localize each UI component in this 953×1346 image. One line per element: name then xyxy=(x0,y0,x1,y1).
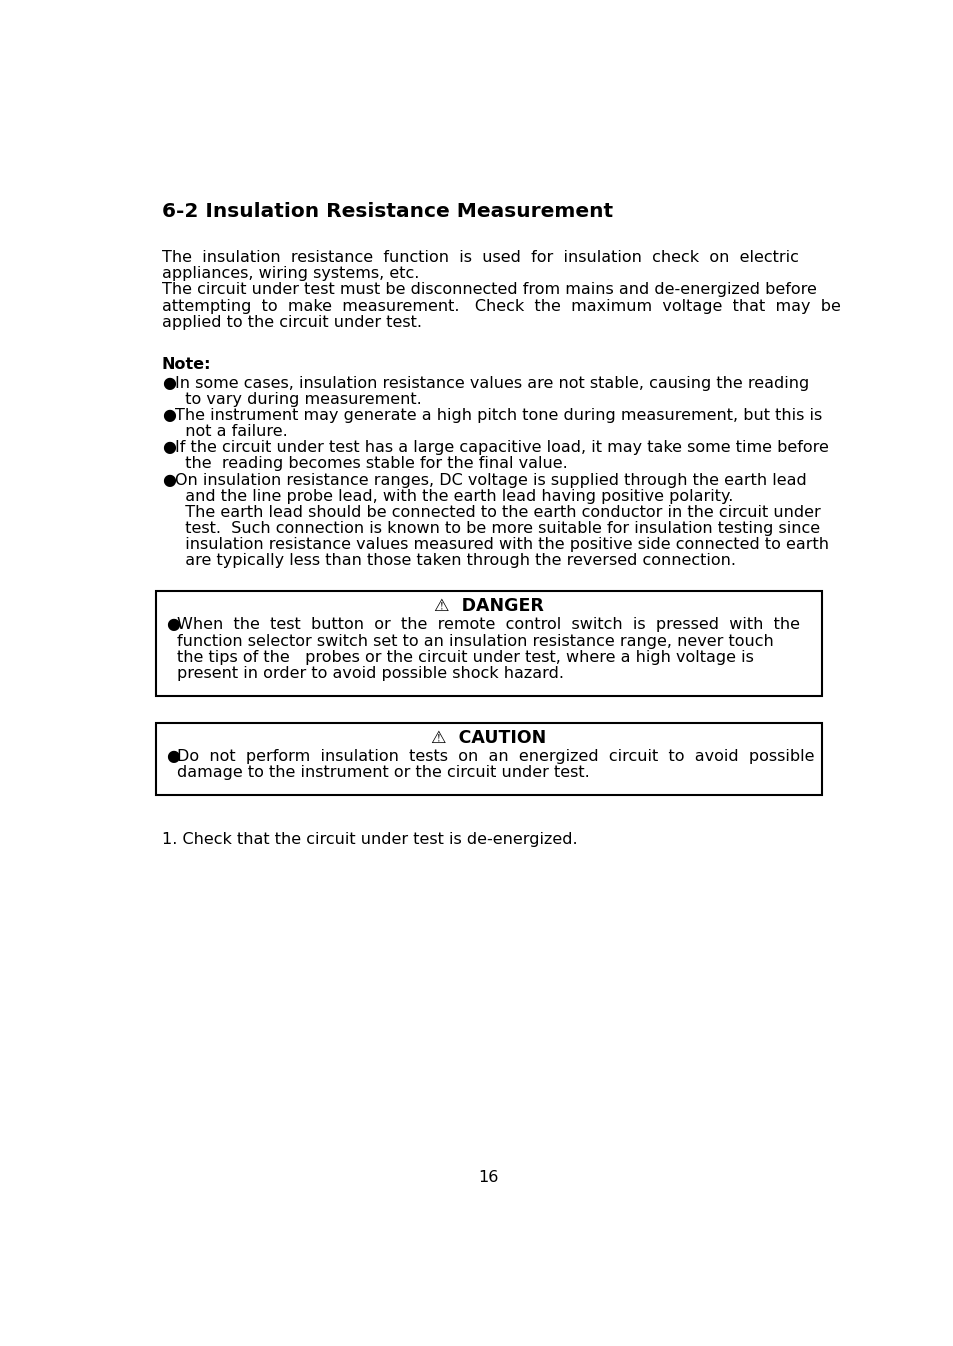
Text: not a failure.: not a failure. xyxy=(174,424,288,439)
Text: If the circuit under test has a large capacitive load, it may take some time bef: If the circuit under test has a large ca… xyxy=(174,440,828,455)
Text: When  the  test  button  or  the  remote  control  switch  is  pressed  with  th: When the test button or the remote contr… xyxy=(176,618,799,633)
Text: The earth lead should be connected to the earth conductor in the circuit under: The earth lead should be connected to th… xyxy=(174,505,820,520)
Text: In some cases, insulation resistance values are not stable, causing the reading: In some cases, insulation resistance val… xyxy=(174,376,808,390)
Text: ●: ● xyxy=(167,618,180,633)
Text: ●: ● xyxy=(167,748,180,765)
Text: applied to the circuit under test.: applied to the circuit under test. xyxy=(162,315,421,330)
Text: ⚠  DANGER: ⚠ DANGER xyxy=(434,598,543,615)
Text: test.  Such connection is known to be more suitable for insulation testing since: test. Such connection is known to be mor… xyxy=(174,521,820,536)
Text: insulation resistance values measured with the positive side connected to earth: insulation resistance values measured wi… xyxy=(174,537,828,552)
Text: ⚠  CAUTION: ⚠ CAUTION xyxy=(431,730,546,747)
Text: damage to the instrument or the circuit under test.: damage to the instrument or the circuit … xyxy=(176,765,589,781)
FancyBboxPatch shape xyxy=(155,591,821,696)
Text: function selector switch set to an insulation resistance range, never touch: function selector switch set to an insul… xyxy=(176,634,773,649)
Text: to vary during measurement.: to vary during measurement. xyxy=(174,392,421,406)
Text: and the line probe lead, with the earth lead having positive polarity.: and the line probe lead, with the earth … xyxy=(174,489,733,503)
Text: attempting  to  make  measurement.   Check  the  maximum  voltage  that  may  be: attempting to make measurement. Check th… xyxy=(162,299,840,314)
Text: The instrument may generate a high pitch tone during measurement, but this is: The instrument may generate a high pitch… xyxy=(174,408,821,423)
Text: ●: ● xyxy=(162,408,175,423)
Text: Do  not  perform  insulation  tests  on  an  energized  circuit  to  avoid  poss: Do not perform insulation tests on an en… xyxy=(176,748,813,765)
Text: ●: ● xyxy=(162,376,175,390)
Text: 6-2 Insulation Resistance Measurement: 6-2 Insulation Resistance Measurement xyxy=(162,202,613,221)
Text: appliances, wiring systems, etc.: appliances, wiring systems, etc. xyxy=(162,267,418,281)
Text: ●: ● xyxy=(162,440,175,455)
FancyBboxPatch shape xyxy=(155,723,821,795)
Text: 16: 16 xyxy=(478,1170,498,1186)
Text: On insulation resistance ranges, DC voltage is supplied through the earth lead: On insulation resistance ranges, DC volt… xyxy=(174,472,806,487)
Text: present in order to avoid possible shock hazard.: present in order to avoid possible shock… xyxy=(176,666,563,681)
Text: the  reading becomes stable for the final value.: the reading becomes stable for the final… xyxy=(174,456,567,471)
Text: the tips of the   probes or the circuit under test, where a high voltage is: the tips of the probes or the circuit un… xyxy=(176,650,753,665)
Text: 1. Check that the circuit under test is de-energized.: 1. Check that the circuit under test is … xyxy=(162,832,577,847)
Text: The  insulation  resistance  function  is  used  for  insulation  check  on  ele: The insulation resistance function is us… xyxy=(162,250,798,265)
Text: Note:: Note: xyxy=(162,357,212,371)
Text: are typically less than those taken through the reversed connection.: are typically less than those taken thro… xyxy=(174,553,736,568)
Text: The circuit under test must be disconnected from mains and de-energized before: The circuit under test must be disconnec… xyxy=(162,283,816,297)
Text: ●: ● xyxy=(162,472,175,487)
